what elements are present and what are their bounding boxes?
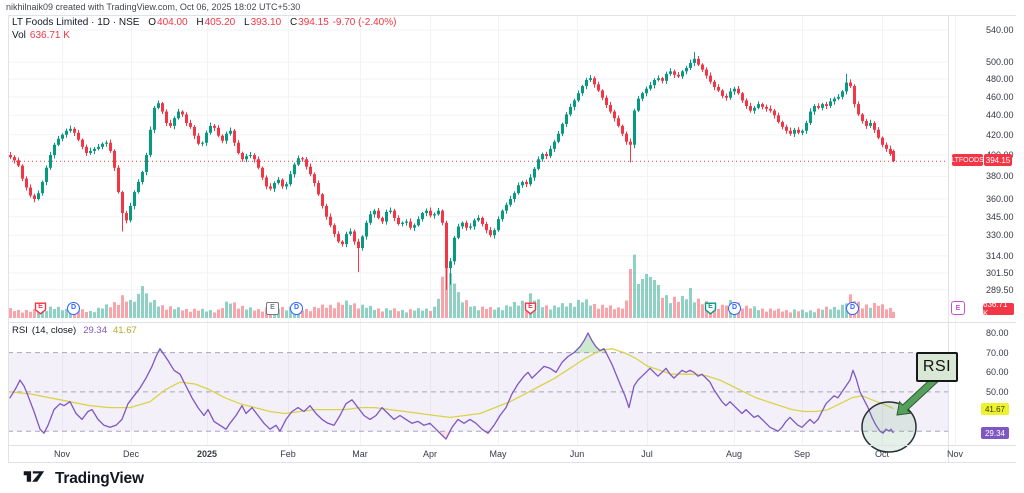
- rsi-annotation-label[interactable]: RSI: [916, 352, 958, 382]
- rsi-annotation-arrow[interactable]: [896, 371, 944, 416]
- rsi-title: RSI: [12, 325, 28, 336]
- price-tick: 540.00: [986, 25, 1014, 35]
- event-badge-earnings[interactable]: E: [34, 302, 47, 315]
- price-tick: 360.00: [986, 193, 1014, 204]
- high-label: H: [196, 17, 204, 28]
- symbol-title: LT Foods Limited · 1D · NSE: [12, 17, 140, 28]
- month-label: Mar: [352, 449, 368, 459]
- attribution-text: nikhilnaik09 created with TradingView.co…: [6, 2, 301, 12]
- event-badge-earnings[interactable]: E: [524, 302, 537, 315]
- event-badge-dividend[interactable]: D: [290, 302, 303, 315]
- rsi-tick: 60.00: [986, 367, 1009, 378]
- symbol-legend: LT Foods Limited · 1D · NSE O404.00 H405…: [12, 17, 396, 28]
- tradingview-wordmark: TradingView: [55, 470, 144, 487]
- symbol-badge: LTFOODS: [951, 154, 984, 166]
- price-tick: 314.00: [986, 250, 1014, 261]
- price-tick: 440.00: [986, 110, 1014, 121]
- month-label: Nov: [946, 449, 963, 459]
- month-label: Jul: [641, 449, 653, 459]
- rsi-value-badge: 29.34: [981, 427, 1009, 439]
- price-tick: 500.00: [986, 57, 1014, 68]
- rsi-legend: RSI (14, close) 29.34 41.67: [12, 325, 137, 336]
- volume-label: Vol: [12, 30, 26, 41]
- month-label: 2025: [196, 449, 218, 459]
- price-tick: 345.00: [986, 211, 1014, 222]
- month-label: Jun: [569, 449, 585, 459]
- change-value: -9.70 (-2.40%): [332, 17, 397, 28]
- last-price-badge: 394.15: [984, 154, 1012, 166]
- month-label: Sep: [793, 449, 810, 459]
- low-value: 393.10: [250, 17, 282, 28]
- rsi-tick: 70.00: [986, 347, 1009, 358]
- volume-value: 636.71 K: [29, 30, 70, 41]
- price-tick: 380.00: [986, 171, 1014, 182]
- month-label: Nov: [53, 449, 70, 459]
- event-badge-dividend[interactable]: D: [728, 302, 741, 315]
- month-label: Feb: [280, 449, 296, 459]
- event-badge-earnings[interactable]: E: [704, 302, 717, 315]
- price-tick: 460.00: [986, 91, 1014, 102]
- month-label: Oct: [874, 449, 889, 459]
- upcoming-earnings-axis-badge[interactable]: E: [951, 301, 965, 315]
- tradingview-logo-icon: [22, 468, 48, 490]
- event-badge-dividend[interactable]: D: [67, 302, 80, 315]
- close-value: 394.15: [298, 17, 329, 28]
- rsi-ma-value: 41.67: [112, 325, 137, 336]
- rsi-tick: 50.00: [986, 386, 1009, 397]
- event-badge-dividend[interactable]: D: [846, 302, 859, 315]
- rsi-params: (14, close): [31, 325, 77, 336]
- month-label: Aug: [725, 449, 742, 459]
- price-tick: 289.50: [986, 284, 1014, 295]
- volume-legend: Vol 636.71 K: [12, 30, 70, 41]
- rsi-current-value: 29.34: [83, 325, 107, 336]
- price-tick: 330.00: [986, 230, 1014, 241]
- low-label: L: [244, 17, 250, 28]
- rsi-tick: 80.00: [986, 327, 1009, 338]
- price-tick: 420.00: [986, 129, 1014, 140]
- month-label: May: [489, 449, 507, 459]
- open-value: 404.00: [157, 17, 188, 28]
- event-badge-earnings[interactable]: E: [266, 302, 279, 315]
- month-label: Dec: [122, 449, 139, 459]
- price-tick: 301.50: [986, 267, 1014, 278]
- high-value: 405.20: [204, 17, 236, 28]
- month-label: Apr: [422, 449, 437, 459]
- price-tick: 480.00: [986, 74, 1014, 85]
- rsi-ma-badge: 41.67: [981, 403, 1009, 415]
- tradingview-logo[interactable]: TradingView: [22, 468, 144, 490]
- open-label: O: [148, 17, 157, 28]
- close-label: C: [289, 17, 298, 28]
- volume-badge: 636.71 K: [983, 300, 1014, 318]
